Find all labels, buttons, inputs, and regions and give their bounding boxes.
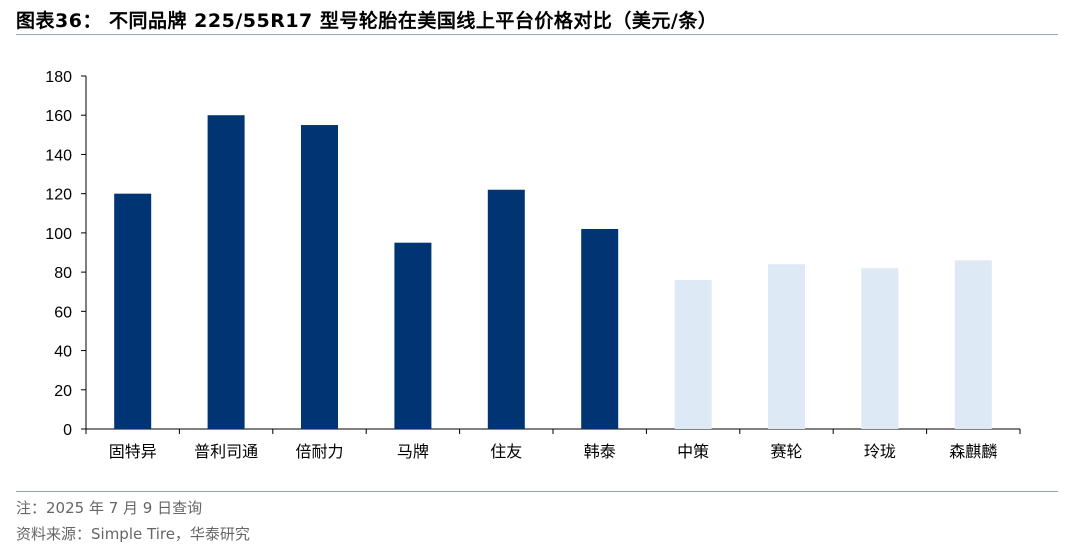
footnote-note: 注：2025 年 7 月 9 日查询 xyxy=(16,499,203,517)
bar-3 xyxy=(301,125,338,430)
y-tick-label: 60 xyxy=(54,304,72,321)
x-tick-label: 倍耐力 xyxy=(295,442,343,461)
y-tick-label: 160 xyxy=(45,108,72,125)
bar-7 xyxy=(674,279,712,429)
bars-group xyxy=(114,115,992,430)
bar-5 xyxy=(487,189,525,429)
bar-6 xyxy=(581,228,619,429)
x-tick-label: 普利司通 xyxy=(194,442,258,461)
bar-10 xyxy=(954,260,992,429)
bar-2 xyxy=(207,115,245,429)
bar-8 xyxy=(768,264,805,429)
x-tick-label: 马牌 xyxy=(397,442,429,461)
x-tick-label: 玲珑 xyxy=(864,442,896,461)
x-tick-label: 韩泰 xyxy=(584,442,616,461)
x-tick-label: 住友 xyxy=(490,442,522,461)
x-tick-label: 中策 xyxy=(677,442,709,461)
figure-title: 图表36： 不同品牌 225/55R17 型号轮胎在美国线上平台价格对比（美元/… xyxy=(16,10,718,32)
y-tick-label: 40 xyxy=(54,344,72,361)
title-divider xyxy=(16,34,1058,35)
footnote-source: 资料来源：Simple Tire，华泰研究 xyxy=(16,525,250,543)
y-tick-label: 0 xyxy=(63,422,72,439)
y-tick-label: 100 xyxy=(45,226,72,243)
bar-9 xyxy=(861,268,899,429)
x-tick-label: 赛轮 xyxy=(770,442,802,461)
y-tick-label: 80 xyxy=(54,265,72,282)
y-tick-label: 140 xyxy=(45,147,72,164)
y-tick-label: 120 xyxy=(45,187,72,204)
y-tick-label: 20 xyxy=(54,383,72,400)
x-axis-group: 固特异 普利司通 倍耐力 马牌 住友 韩泰 中策 赛轮 玲珑 森麒麟 xyxy=(85,428,1021,461)
y-axis-group: 0 20 40 60 80 100 120 140 160 180 xyxy=(45,69,87,439)
bar-1 xyxy=(114,193,152,429)
bar-4 xyxy=(394,242,432,429)
footer-divider xyxy=(16,491,1058,492)
x-tick-label: 固特异 xyxy=(109,442,157,461)
x-tick-label: 森麒麟 xyxy=(949,442,997,461)
y-tick-label: 180 xyxy=(45,69,72,86)
